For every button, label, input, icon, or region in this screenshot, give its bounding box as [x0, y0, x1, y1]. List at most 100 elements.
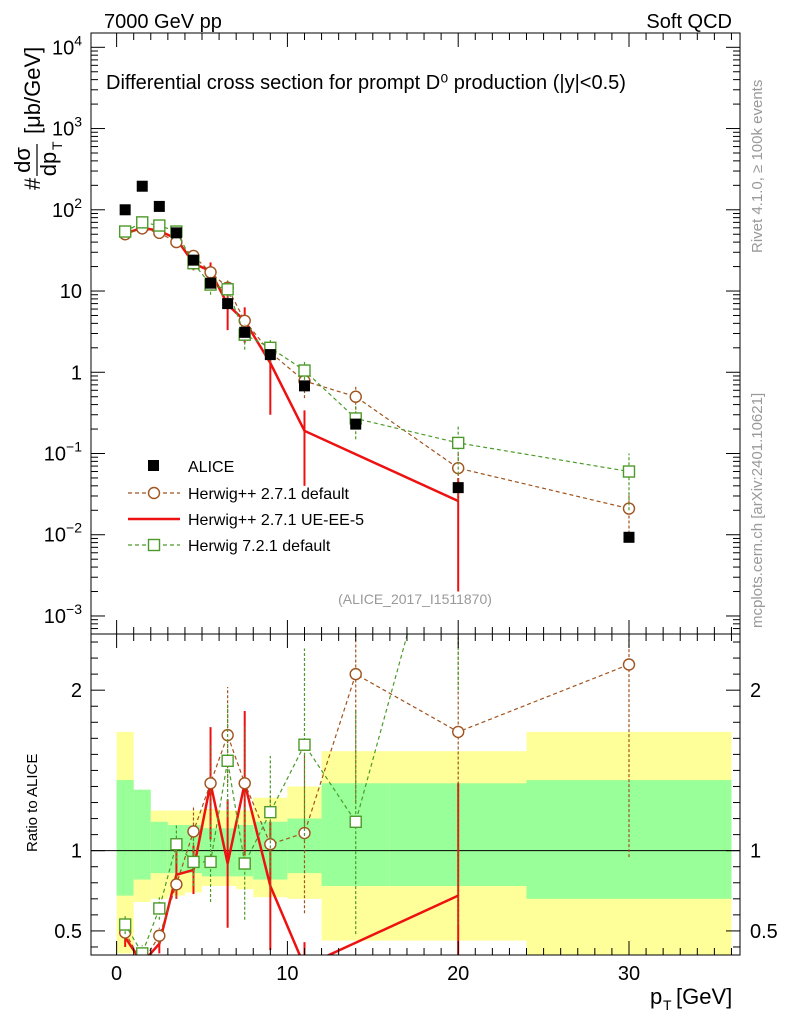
main-marker-alice [136, 180, 148, 192]
main-marker-alice [187, 254, 199, 266]
legend-entry-herwigpp-default: Herwig++ 2.7.1 default [128, 486, 350, 503]
ratio-xtick-label: 0 [111, 963, 122, 985]
legend-label-alice: ALICE [188, 459, 234, 476]
main-line-herwig-2-7-1-ue-ee-5 [124, 226, 459, 503]
main-axes: 10−3 10−2 10−1 1 10 102 103 104 [44, 32, 740, 635]
main-marker-herwig-7-2-1-default [298, 364, 311, 377]
analysis-tag: (ALICE_2017_I1511870) [338, 591, 492, 607]
main-marker-alice [170, 227, 182, 239]
xlabel: p T [GeV] [650, 984, 732, 1013]
main-marker-alice [623, 531, 635, 543]
ratio-ytick-label-right: 2 [750, 680, 761, 702]
ylabel-subscript: T [49, 141, 65, 150]
ratio-marker-herwig-7-2-1-default [187, 855, 200, 869]
ylabel-hash: # [20, 177, 45, 190]
main-marker-herwig-7-2-1-default [136, 216, 149, 229]
legend: ALICE Herwig++ 2.7.1 default Herwig++ 2.… [128, 459, 364, 555]
ratio-band-inner [150, 821, 168, 874]
main-ytick-label: 10−1 [44, 438, 82, 465]
xlabel-unit: [GeV] [676, 984, 732, 1009]
xlabel-main: p [650, 984, 662, 1009]
ylabel-numerator: dσ [10, 147, 35, 173]
main-ytick-label: 1 [71, 362, 82, 384]
ratio-marker-herwig-2-7-1-default [349, 667, 362, 681]
legend-label-herwig7: Herwig 7.2.1 default [188, 538, 331, 555]
main-marker-alice [222, 298, 234, 310]
rivet-version-label: Rivet 4.1.0, ≥ 100k events [749, 80, 766, 253]
legend-marker-alice [148, 460, 159, 471]
xlabel-subscript: T [663, 997, 672, 1013]
ratio-marker-herwig-2-7-1-default [170, 878, 183, 891]
main-ylabel: # dσ dp T [μb/GeV] [10, 47, 65, 190]
ratio-xtick-label: 30 [618, 963, 640, 985]
ratio-marker-herwig-7-2-1-default [153, 902, 166, 915]
header-left: 7000 GeV pp [104, 11, 222, 33]
ratio-marker-herwig-2-7-1-default [137, 958, 148, 969]
main-marker-alice [452, 482, 464, 494]
ratio-ytick-label: 0.5 [54, 921, 82, 943]
ratio-panel-frame [90, 633, 741, 956]
ratio-marker-herwig-2-7-1-default [264, 838, 277, 851]
ratio-marker-herwig-7-2-1-default [136, 947, 149, 955]
ratio-marker-herwig-2-7-1-default [187, 825, 200, 838]
main-marker-herwig-2-7-1-default [238, 314, 251, 327]
main-marker-alice [119, 204, 131, 216]
main-marker-herwig-2-7-1-default [349, 390, 362, 403]
ratio-marker-herwig-7-2-1-default [349, 815, 362, 828]
main-marker-alice [153, 200, 165, 212]
main-marker-herwig-7-2-1-default [153, 219, 166, 232]
ratio-marker-herwig-7-2-1-default [221, 754, 234, 767]
main-marker-herwig-7-2-1-default [118, 225, 132, 238]
legend-marker-herwigpp-default [147, 486, 161, 500]
main-marker-alice [239, 326, 251, 338]
ylabel-denominator: dp [36, 152, 61, 176]
ratio-xtick-label: 10 [276, 963, 298, 985]
main-marker-herwig-7-2-1-default [221, 283, 234, 296]
main-marker-herwig-7-2-1-default [451, 436, 465, 450]
ratio-ytick-label-right: 1 [750, 841, 761, 863]
ratio-ytick-label: 2 [71, 680, 82, 702]
main-marker-herwig-2-7-1-default [204, 266, 217, 279]
main-ytick-label: 104 [52, 32, 82, 59]
ylabel-unit: [μb/GeV] [20, 47, 45, 134]
legend-entry-herwigpp-ue: Herwig++ 2.7.1 UE-EE-5 [128, 512, 364, 529]
ratio-marker-herwig-2-7-1-default [622, 658, 636, 671]
ratio-marker-herwig-7-2-1-default [118, 918, 132, 931]
ratio-axes: 0 10 20 30 0.5 0.5 1 1 2 2 [54, 634, 778, 985]
ratio-line-herwig-7-2-1-default [124, 634, 409, 955]
ratio-marker-herwig-2-7-1-default [238, 777, 251, 790]
ratio-marker-herwig-2-7-1-default [204, 777, 217, 790]
main-marker-alice [205, 277, 217, 289]
ratio-marker-herwig-2-7-1-default [153, 929, 166, 942]
main-marker-alice [298, 380, 310, 392]
main-marker-alice [264, 349, 276, 361]
ratio-ytick-label-right: 0.5 [750, 921, 778, 943]
ratio-marker-herwig-7-2-1-default [298, 738, 311, 751]
ratio-ylabel: Ratio to ALICE [24, 754, 41, 852]
legend-label-herwigpp-default: Herwig++ 2.7.1 default [188, 486, 350, 503]
main-ytick-label: 10−2 [44, 520, 82, 547]
plot-title: Differential cross section for prompt D⁰… [106, 72, 626, 94]
ratio-marker-herwig-7-2-1-default [264, 805, 277, 819]
ratio-marker-herwig-7-2-1-default [204, 855, 217, 869]
header-right: Soft QCD [646, 11, 732, 33]
legend-label-herwigpp-ue: Herwig++ 2.7.1 UE-EE-5 [188, 512, 364, 529]
mcplots-source-label: mcplots.cern.ch [arXiv:2401.10621] [749, 393, 766, 628]
main-ytick-label: 102 [52, 195, 82, 222]
ratio-marker-herwig-7-2-1-default [238, 857, 251, 870]
ratio-marker-herwig-2-7-1-default [451, 725, 465, 739]
main-marker-alice [350, 418, 362, 430]
main-line-herwig-7-2-1-default [124, 221, 630, 473]
legend-entry-alice: ALICE [148, 459, 234, 476]
legend-marker-herwig7 [147, 538, 161, 552]
ratio-ytick-label: 1 [71, 841, 82, 863]
main-ytick-label: 10−3 [44, 601, 82, 628]
main-ytick-label: 10 [60, 281, 82, 303]
ratio-band-inner [133, 789, 151, 880]
ratio-marker-herwig-7-2-1-default [170, 838, 183, 851]
ratio-band-inner [116, 780, 134, 896]
legend-entry-herwig7: Herwig 7.2.1 default [128, 538, 331, 555]
main-ytick-label: 103 [52, 114, 82, 141]
ratio-series-layer [118, 634, 636, 969]
